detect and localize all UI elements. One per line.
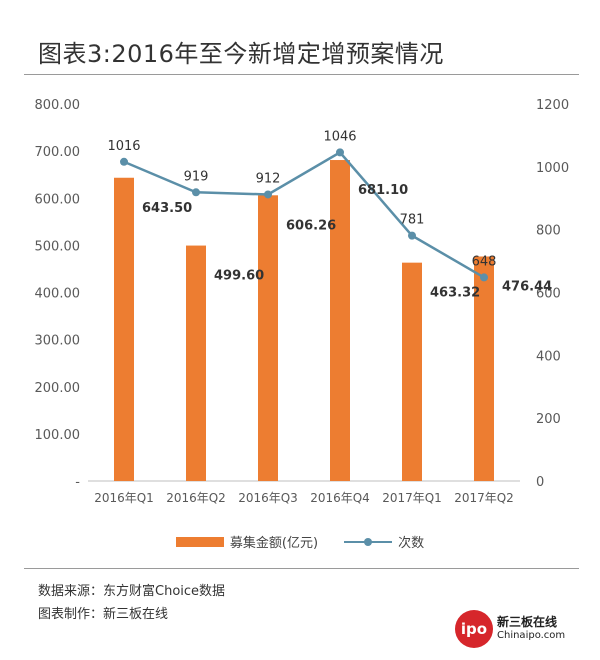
bar (114, 177, 134, 482)
source-note: 数据来源：东方财富Choice数据 (38, 584, 226, 599)
legend-line-label: 次数 (398, 536, 425, 551)
count-point (408, 231, 416, 240)
y-left-tick-label: 600.00 (35, 192, 81, 207)
x-tick-label: 2017年Q1 (382, 491, 442, 505)
count-value-label: 781 (400, 213, 425, 228)
count-line (123, 150, 485, 279)
bar-value-label: 606.26 (286, 218, 336, 233)
y-right-tick-label: 400 (536, 349, 561, 364)
legend-item-amount: 募集金额(亿元) (175, 532, 319, 551)
bar-value-label: 643.50 (142, 201, 192, 216)
count-value-label: 912 (256, 171, 281, 186)
bar-value-label: 681.10 (358, 183, 408, 198)
bar-value-label: 476.44 (502, 279, 552, 294)
x-tick-label: 2016年Q3 (238, 491, 298, 505)
y-left-tick-label: 700.00 (35, 145, 81, 160)
count-point (120, 157, 128, 166)
y-right-tick-label: 1000 (536, 161, 569, 176)
count-point (336, 148, 344, 157)
legend: 募集金额(亿元) 次数 (0, 532, 600, 551)
x-tick-label: 2017年Q2 (454, 491, 514, 505)
count-point (192, 188, 200, 197)
x-tick-label: 2016年Q2 (166, 491, 226, 505)
bar-value-label: 499.60 (214, 269, 264, 284)
count-value-label: 1016 (107, 139, 140, 154)
y-left-tick-label: 300.00 (35, 334, 81, 349)
x-tick-label: 2016年Q4 (310, 491, 370, 505)
legend-bar-swatch (175, 536, 224, 547)
bar-value-label: 463.32 (430, 286, 480, 301)
chart-title: 图表3:2016年至今新增定增预案情况 (38, 40, 444, 68)
y-left-tick-label: 500.00 (35, 239, 81, 254)
combo-chart: - 100.00 200.00 300.00 400.00 500.00 600.00 700… (35, 98, 570, 505)
logo-name-cn: 新三板在线 (497, 615, 558, 629)
legend-bar-label: 募集金额(亿元) (229, 536, 319, 551)
x-tick-label: 2016年Q1 (94, 491, 154, 505)
bar (474, 256, 494, 481)
y-left-tick-label: 100.00 (35, 428, 81, 443)
y-right-tick-label: 1200 (536, 98, 569, 113)
y-right-tick-label: 0 (536, 475, 544, 490)
y-left-tick-label: 400.00 (35, 287, 81, 302)
count-value-label: 919 (184, 169, 209, 184)
y-right-tick-label: 600 (536, 287, 561, 302)
y-right-tick-label: 200 (536, 412, 561, 427)
brand-logo: ipo 新三板在线 Chinaipo.com (455, 610, 565, 648)
bar (186, 245, 206, 481)
logo-name-en: Chinaipo.com (497, 630, 566, 641)
count-value-label: 1046 (323, 129, 356, 144)
count-value-label: 648 (472, 254, 497, 269)
y-left-tick-label: - (75, 475, 80, 490)
bar (402, 262, 422, 481)
y-right-tick-label: 800 (536, 224, 561, 239)
y-left-tick-label: 800.00 (35, 98, 81, 113)
bar (258, 195, 278, 481)
y-left-tick-label: 200.00 (35, 381, 81, 396)
title-divider (24, 74, 579, 75)
bar (330, 160, 350, 482)
legend-line-swatch (344, 535, 393, 549)
footer-divider (24, 568, 579, 569)
maker-note: 图表制作：新三板在线 (38, 607, 169, 622)
ipo-logo-icon: ipo (455, 610, 493, 648)
count-point (480, 273, 488, 282)
legend-item-count: 次数 (344, 532, 424, 551)
count-point (264, 190, 272, 199)
